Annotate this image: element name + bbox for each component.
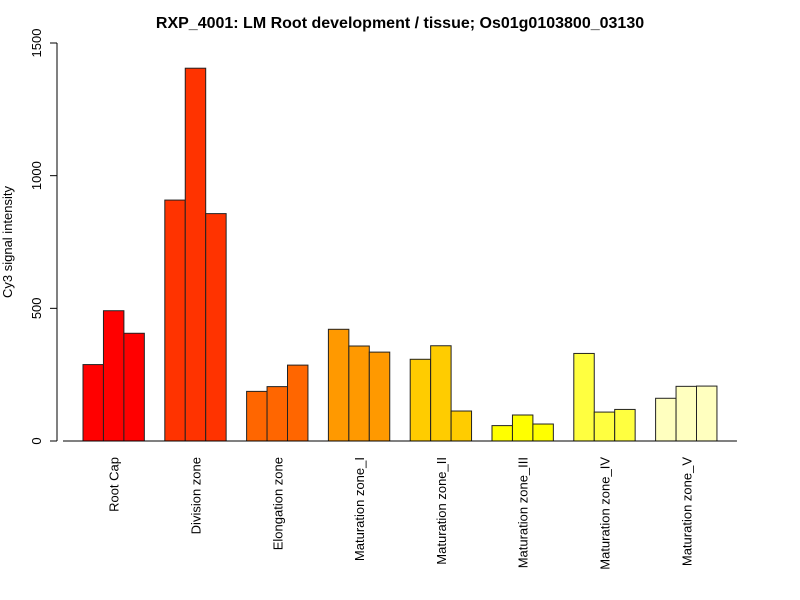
bar [164,199,186,442]
bar [409,358,432,442]
bar [327,328,350,442]
bar [123,332,145,442]
x-tick-label: Division zone [188,457,203,534]
y-tick-label: 1000 [29,161,44,190]
category-labels: Root Cap Division zone Elongation zone Matu… [107,457,695,570]
bar [655,397,677,442]
bar [205,213,227,442]
y-axis: 0 500 1000 1500 [29,29,58,445]
bar [348,345,370,442]
bar [368,351,391,442]
x-tick-label: Maturation zone_I [352,457,367,561]
bar [102,310,125,442]
bar [696,385,718,442]
bar [593,411,616,442]
bar [430,345,452,442]
chart-title: RXP_4001: LM Root development / tissue; … [156,15,644,32]
bar [246,390,268,442]
x-tick-label: Root Cap [107,457,122,512]
x-tick-label: Maturation zone_II [434,457,449,565]
bar [491,425,513,442]
bar [573,352,595,442]
y-tick-label: 1500 [29,29,44,58]
y-tick-label: 500 [29,297,44,319]
bar [450,410,473,442]
bars [82,67,718,442]
bar [532,423,554,442]
y-tick-label: 0 [29,437,44,444]
bar [511,414,534,442]
bar [287,364,309,442]
bar [266,386,288,442]
bar [82,364,104,442]
bar [675,385,697,442]
bar [184,67,207,442]
x-tick-label: Maturation zone_V [679,457,694,566]
bar [614,408,636,442]
x-tick-label: Elongation zone [270,457,285,550]
x-tick-label: Maturation zone_IV [597,457,612,570]
x-tick-label: Maturation zone_III [516,457,531,568]
y-axis-label: Cy3 signal intensity [0,186,15,298]
